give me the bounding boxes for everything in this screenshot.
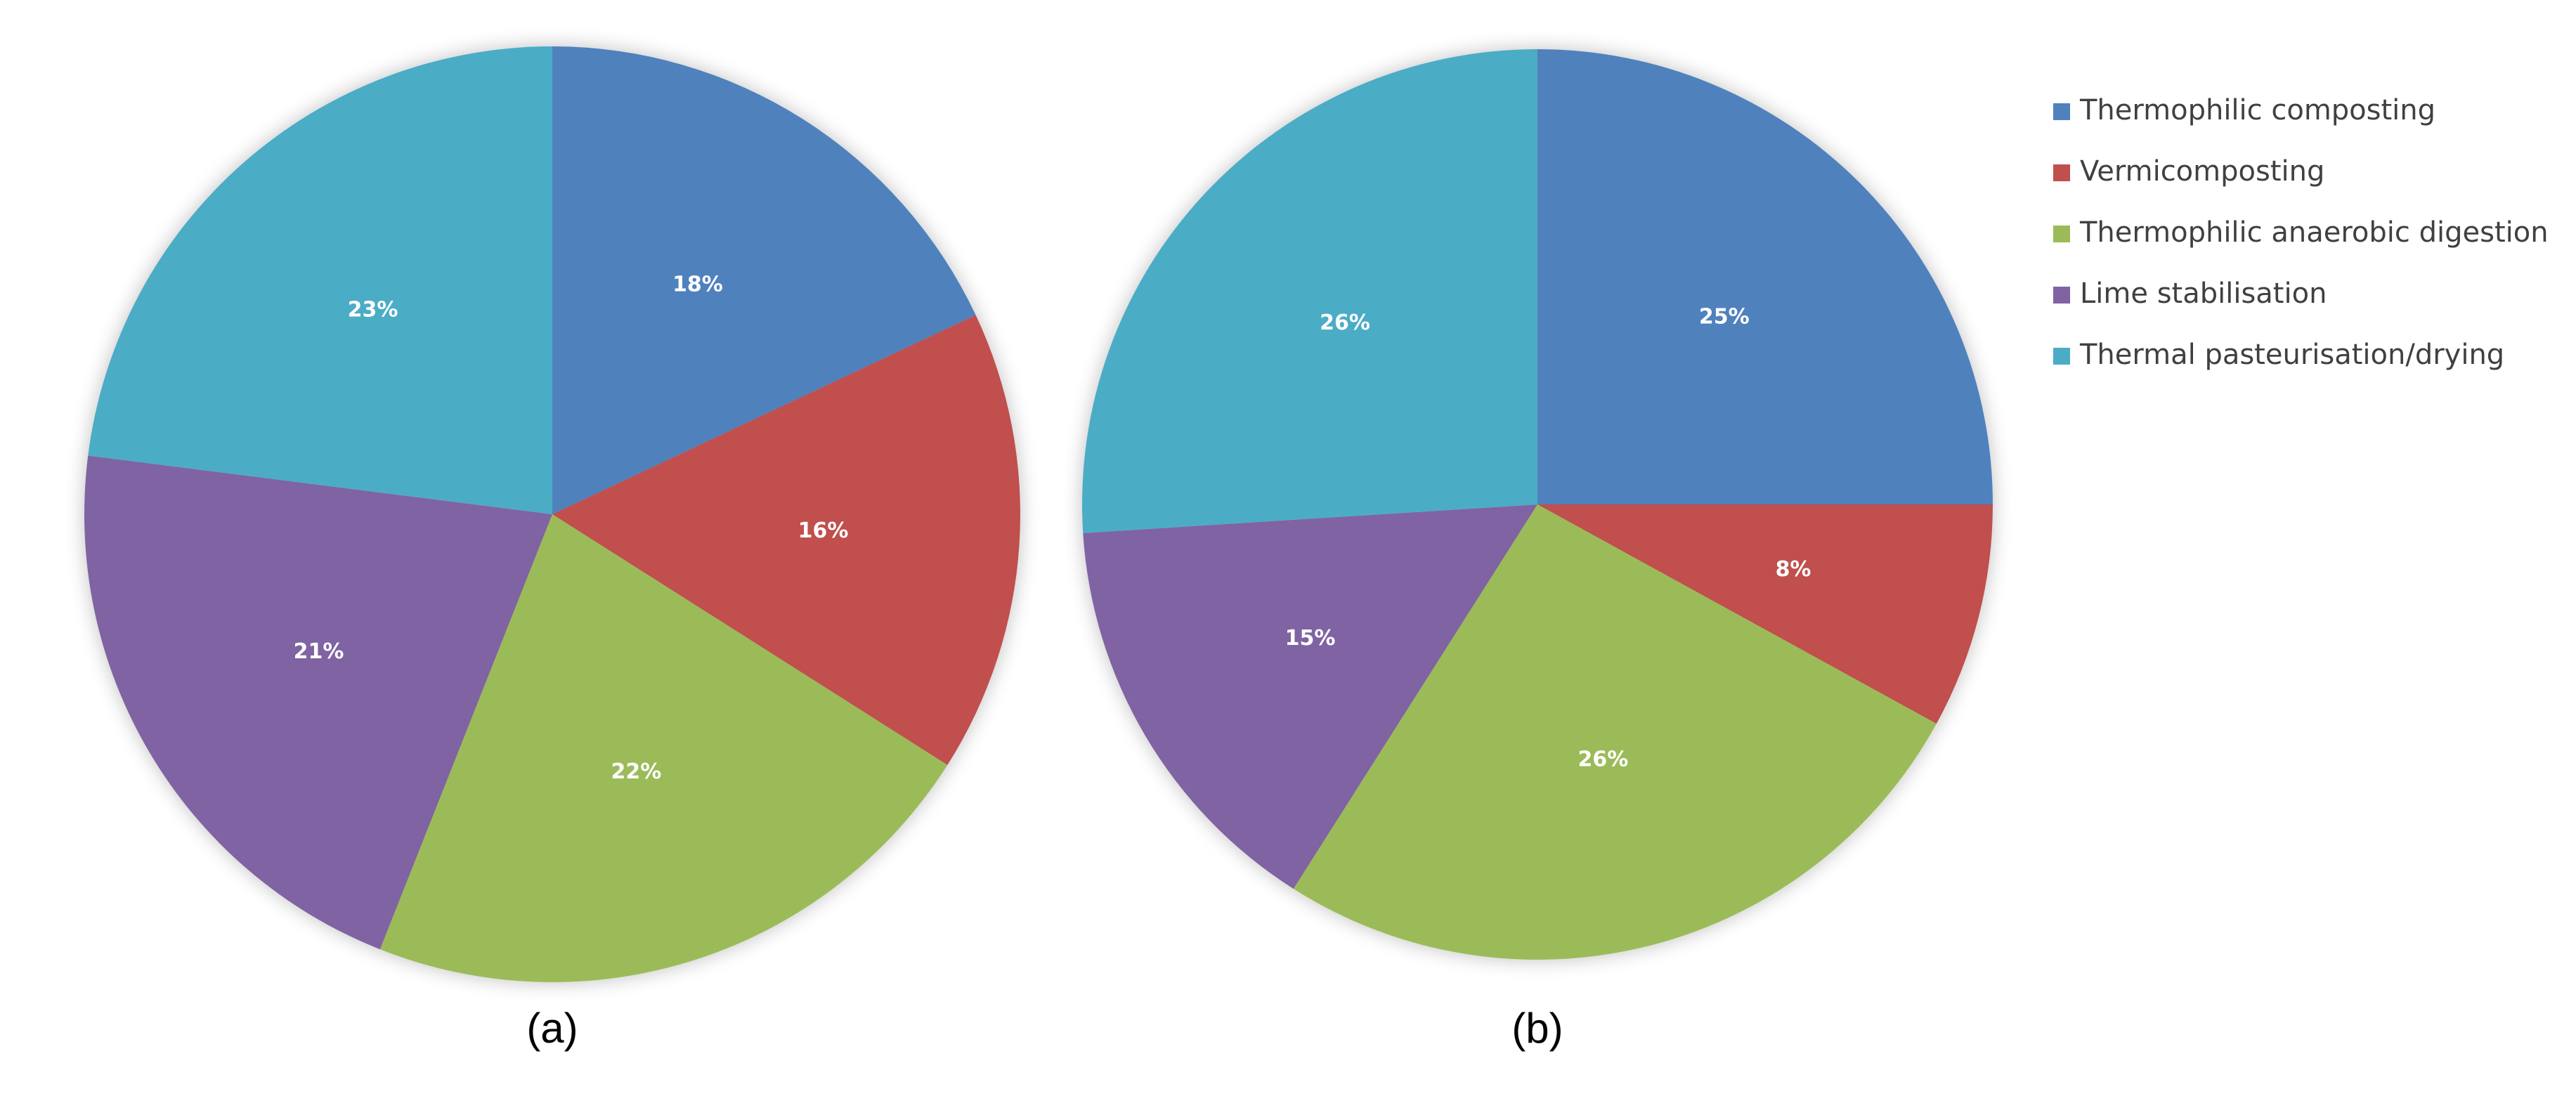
legend-label: Lime stabilisation (2080, 278, 2327, 310)
pie-slice (1293, 504, 1937, 960)
pie-slice (379, 514, 948, 982)
legend-swatch (2053, 164, 2070, 181)
pie-slice (1082, 49, 1537, 533)
pie (1082, 49, 1993, 960)
legend-label: Thermophilic anaerobic digestion (2079, 216, 2549, 249)
legend-swatch (2053, 287, 2070, 304)
value-label: 26% (1320, 311, 1370, 335)
value-label: 22% (611, 759, 661, 784)
legend-label: Thermal pasteurisation/drying (2079, 339, 2504, 371)
value-label: 23% (348, 298, 398, 322)
caption: (b) (1511, 1005, 1563, 1052)
pie-slice (84, 455, 552, 950)
value-label: 18% (672, 272, 723, 296)
legend-swatch (2053, 226, 2070, 242)
caption: (a) (526, 1005, 578, 1052)
legend-label: Vermicomposting (2080, 155, 2324, 188)
legend-swatch (2053, 103, 2070, 120)
pie-slice (88, 46, 553, 514)
value-label: 25% (1699, 305, 1750, 330)
pie (84, 46, 1021, 982)
value-label: 8% (1776, 557, 1811, 582)
pie-slice (552, 315, 1021, 765)
pie-slice (552, 46, 976, 514)
pie-slice (1083, 504, 1537, 889)
legend-label: Thermophilic composting (2079, 94, 2435, 126)
value-label: 15% (1285, 626, 1336, 651)
pie-slice (1537, 49, 1993, 504)
pie-slice (1537, 504, 1993, 724)
legend-swatch (2053, 348, 2070, 365)
value-label: 26% (1578, 748, 1629, 772)
value-label: 21% (294, 639, 344, 664)
value-label: 16% (798, 518, 849, 543)
